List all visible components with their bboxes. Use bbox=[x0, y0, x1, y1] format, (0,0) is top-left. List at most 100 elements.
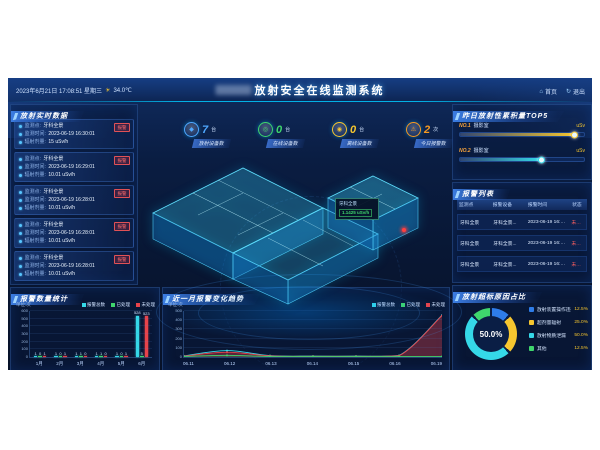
legend-value: 25.0% bbox=[574, 320, 588, 325]
bar[interactable] bbox=[83, 356, 88, 357]
series-unprocessed-point[interactable] bbox=[226, 351, 228, 354]
card-label: 监测点: bbox=[24, 155, 41, 162]
card-label: 监测点: bbox=[24, 122, 41, 129]
bar[interactable] bbox=[58, 356, 63, 357]
bar[interactable] bbox=[140, 356, 144, 357]
chart-legend-item[interactable]: 报警总数 bbox=[81, 302, 105, 308]
card-value: 15 uSv/h bbox=[48, 138, 69, 145]
y-tick-label: 200 bbox=[21, 338, 28, 344]
nav-home[interactable]: ⌂ 首页 bbox=[539, 88, 557, 97]
monitor-card[interactable]: 报警 监测点: 牙科全景 监测时间: 2023-06-19 16:28:01 辐射剂量: 1… bbox=[14, 185, 134, 215]
bar[interactable] bbox=[38, 356, 42, 357]
card-label: 监测时间: bbox=[24, 262, 46, 269]
series-processed-point[interactable] bbox=[184, 355, 185, 357]
bar-value-label: 0 bbox=[104, 350, 107, 356]
series-processed-point[interactable] bbox=[441, 355, 442, 357]
y-tick-label: 200 bbox=[175, 336, 182, 341]
bar[interactable] bbox=[99, 356, 103, 357]
bar-column: 0 bbox=[83, 311, 88, 357]
bar-column: 5 bbox=[140, 311, 144, 357]
top5-slider-track[interactable] bbox=[459, 156, 585, 163]
top5-panel: 昨日放射性累积量TOP5 NO.1 摄影室 uSv NO.2 摄影室 uSv bbox=[452, 104, 592, 180]
bar-column: 1 bbox=[42, 311, 47, 357]
alarm-time: 2023-06-19 16:28:01 bbox=[527, 219, 570, 225]
alarm-row[interactable]: 牙科全景 牙科全景... 2023-06-19 16:28:01 未处理 bbox=[457, 235, 587, 251]
gridline bbox=[30, 340, 152, 342]
stat-today-alarm: ⚠ 2 次今日报警数 bbox=[405, 122, 454, 156]
x-tick-label: 3月 bbox=[76, 361, 84, 366]
top5-slider-track[interactable] bbox=[459, 131, 585, 138]
bar[interactable] bbox=[144, 316, 149, 357]
monitor-card[interactable]: 报警 监测点: 牙科全景 监测时间: 2023-06-19 16:28:01 辐射剂量: 1… bbox=[14, 251, 134, 281]
series-unprocessed-area bbox=[184, 315, 442, 357]
alarm-row[interactable]: 牙科全景 牙科全景... 2023-06-19 16:28:01 未处理 bbox=[457, 214, 587, 230]
nav-logout[interactable]: ↻ 退出 bbox=[565, 89, 585, 96]
floor-plan-3d[interactable] bbox=[138, 138, 454, 310]
bar-value-label: 0 bbox=[39, 350, 42, 356]
bar[interactable] bbox=[54, 356, 58, 357]
bar-value-label: 5 bbox=[140, 350, 143, 356]
gridline bbox=[30, 348, 152, 350]
alarm-row[interactable]: 牙科全景 牙科全景... 2023-06-19 16:28:01 未处理 bbox=[457, 256, 587, 272]
monitor-card[interactable]: 报警 监测点: 牙科全景 监测时间: 2023-06-19 16:29:01 辐射剂量: 1… bbox=[14, 152, 134, 182]
monitor-card[interactable]: 报警 监测点: 牙科全景 监测时间: 2023-06-19 16:30:01 辐射剂量: 1… bbox=[14, 119, 134, 149]
map-tooltip: 牙科全景 1.1425 uSv/h bbox=[335, 198, 379, 220]
bar-column: 528 bbox=[134, 311, 141, 357]
series-processed-point[interactable] bbox=[398, 355, 400, 357]
x-tick-label: 2月 bbox=[56, 361, 64, 366]
series-processed-point[interactable] bbox=[226, 354, 228, 357]
bar-column: 1 bbox=[54, 311, 58, 357]
bar-column: 1 bbox=[33, 311, 38, 357]
bar[interactable] bbox=[79, 356, 83, 357]
y-tick-label: 400 bbox=[21, 323, 28, 329]
pin-icon bbox=[19, 157, 22, 161]
series-total-point[interactable] bbox=[226, 349, 228, 352]
card-value: 10.01 uSv/h bbox=[48, 270, 76, 277]
card-row: 监测点: 牙科全景 bbox=[19, 255, 129, 262]
bar[interactable] bbox=[135, 315, 140, 357]
alarm-list-panel: 报警列表 监测点 报警设备 报警时间 状态 牙科全景 牙科全景... 2023-06-19… bbox=[452, 182, 592, 283]
bar[interactable] bbox=[124, 356, 128, 357]
bar-legend: 报警总数 已处理 未处理 bbox=[81, 302, 155, 308]
legend-swatch bbox=[81, 303, 86, 307]
card-value: 10.01 uSv/h bbox=[48, 171, 76, 178]
bar-column: 1 bbox=[115, 311, 119, 357]
donut-legend-item[interactable]: 放射装置操作违规12.5% bbox=[529, 306, 588, 313]
bar[interactable] bbox=[74, 356, 79, 357]
monitor-card[interactable]: 报警 监测点: 牙科全景 监测时间: 2023-06-19 16:28:01 辐射剂量: 1… bbox=[14, 218, 134, 248]
bar[interactable] bbox=[33, 356, 38, 357]
rank-label: NO.2 bbox=[459, 148, 471, 154]
card-row: 监测时间: 2023-06-19 16:28:01 bbox=[19, 263, 129, 270]
cause-ratio-panel: 放射超标原因占比 50.0% 放射装置操作违规12.5%超剂量辐射25.0%放射… bbox=[452, 285, 592, 370]
trend-x-axis-labels: 06.11 06.12 06.13 06.14 06.15 06.16 06.19 bbox=[183, 361, 442, 368]
stat-value: 7 bbox=[202, 123, 209, 136]
legend-label: 其他 bbox=[537, 347, 547, 352]
y-tick-label: 0 bbox=[179, 354, 182, 359]
slider-knob[interactable] bbox=[537, 156, 545, 163]
y-tick-label: 100 bbox=[21, 346, 28, 352]
platform-ring-outer bbox=[156, 274, 462, 350]
bar[interactable] bbox=[94, 356, 99, 357]
bar[interactable] bbox=[42, 356, 47, 357]
bar[interactable] bbox=[119, 356, 124, 357]
donut-legend-item[interactable]: 超剂量辐射 25.0% bbox=[529, 319, 588, 326]
series-processed-point[interactable] bbox=[269, 355, 271, 357]
donut-legend-item[interactable]: 其他 12.5% bbox=[529, 345, 588, 352]
series-processed-point[interactable] bbox=[312, 355, 314, 357]
bar[interactable] bbox=[115, 356, 119, 357]
chart-legend-item[interactable]: 已处理 bbox=[111, 302, 130, 308]
donut-legend-item[interactable]: 放射物质泄漏 50.0% bbox=[529, 332, 588, 339]
legend-swatch bbox=[529, 307, 534, 312]
series-processed-point[interactable] bbox=[355, 355, 357, 357]
pin-icon bbox=[19, 223, 22, 227]
bar[interactable] bbox=[63, 356, 67, 357]
chart-legend-item[interactable]: 未处理 bbox=[136, 302, 155, 308]
card-row: 辐射剂量: 10.01 uSv/h bbox=[19, 238, 129, 245]
legend-label: 报警总数 bbox=[87, 302, 105, 307]
slider-knob[interactable] bbox=[571, 131, 579, 138]
map-alarm-marker[interactable] bbox=[402, 228, 406, 232]
bar[interactable] bbox=[103, 356, 108, 357]
pin-icon bbox=[19, 124, 22, 128]
